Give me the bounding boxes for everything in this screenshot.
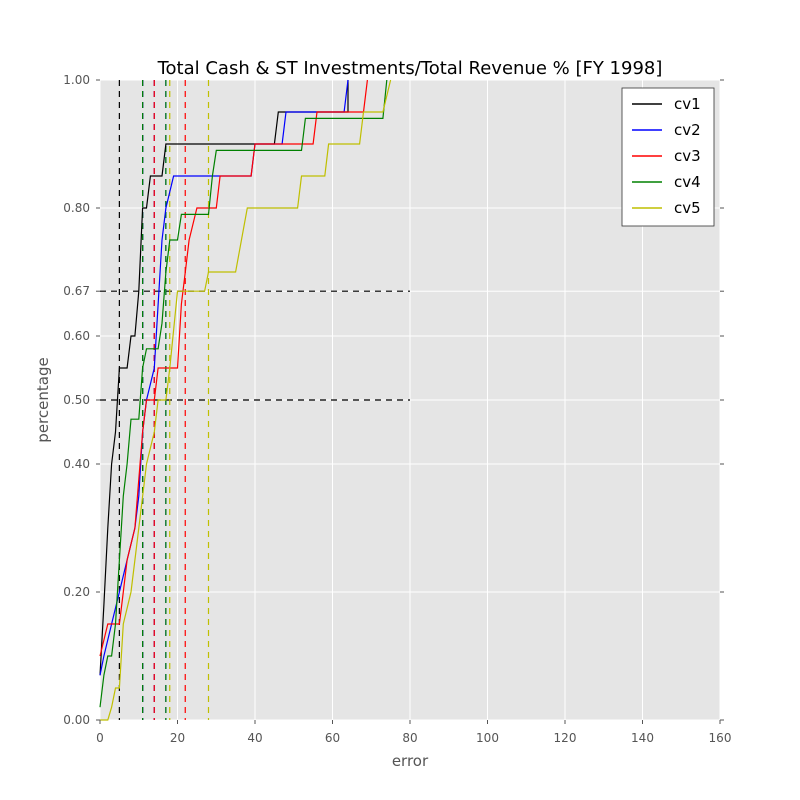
y-tick-label: 0.80 [63,201,90,215]
legend-label-cv3: cv3 [674,147,701,165]
y-tick-label: 0.67 [63,284,90,298]
x-tick-label: 120 [554,731,577,745]
legend-box [621,87,715,227]
x-axis-label: error [392,752,429,770]
y-tick-label: 0.60 [63,329,90,343]
x-tick-label: 160 [709,731,732,745]
legend-label-cv1: cv1 [674,95,701,113]
y-tick-label: 0.00 [63,713,90,727]
x-tick-label: 100 [476,731,499,745]
series-line-cv5 [100,79,392,721]
y-axis-label: percentage [34,357,52,442]
series-line-cv3 [99,79,368,657]
x-tick-label: 60 [325,731,340,745]
legend-label-cv2: cv2 [674,121,701,139]
chart-title: Total Cash & ST Investments/Total Revenu… [157,58,663,79]
y-tick-label: 0.50 [63,393,90,407]
series-line-cv4 [99,79,388,708]
legend-label-cv5: cv5 [674,199,701,217]
y-tick-label: 0.40 [63,457,90,471]
y-tick-label: 1.00 [63,73,90,87]
x-tick-label: 20 [170,731,185,745]
x-tick-label: 80 [402,731,417,745]
legend: cv1 cv2 cv3 cv4 cv5 [621,87,715,227]
y-tick-label: 0.20 [63,585,90,599]
plot-area: 0 20 40 60 80 100 120 140 160 0.00 0.20 0.40 0.50 0.6… [63,73,731,745]
x-tick-label: 140 [631,731,654,745]
x-tick-label: 0 [96,731,104,745]
x-tick-label: 40 [247,731,262,745]
legend-label-cv4: cv4 [674,173,701,191]
